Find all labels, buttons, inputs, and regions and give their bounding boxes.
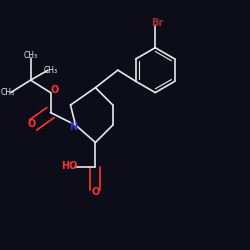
Text: O: O (28, 119, 36, 129)
Text: CH₃: CH₃ (24, 51, 38, 60)
Text: O: O (91, 187, 100, 197)
Text: HO: HO (61, 161, 78, 171)
Text: Br: Br (152, 18, 164, 28)
Text: O: O (50, 85, 58, 95)
Text: CH₃: CH₃ (44, 66, 58, 75)
Text: N: N (69, 122, 77, 132)
Text: CH₃: CH₃ (1, 88, 15, 97)
